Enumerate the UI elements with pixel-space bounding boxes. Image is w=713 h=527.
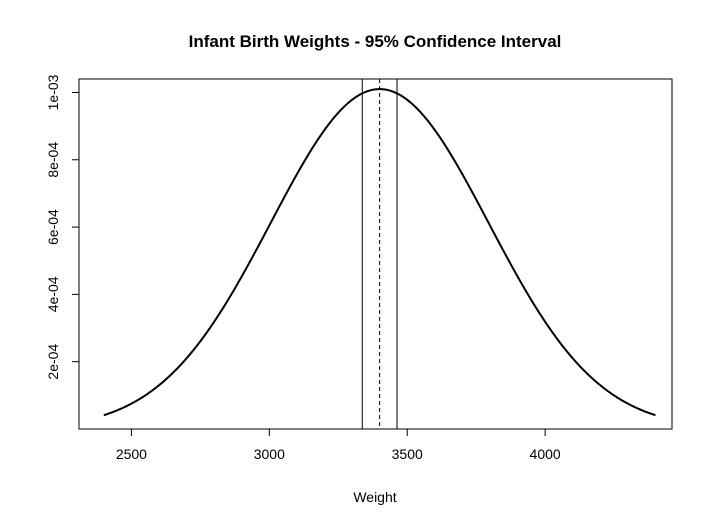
y-axis: 2e-04 4e-04 6e-04 8e-04 1e-03	[45, 74, 80, 380]
y-tick-label: 8e-04	[45, 142, 61, 178]
x-tick-label: 3000	[254, 446, 285, 462]
y-tick-label: 6e-04	[45, 209, 61, 245]
chart-title: Infant Birth Weights - 95% Confidence In…	[189, 32, 562, 51]
x-tick-label: 4000	[530, 446, 561, 462]
x-axis-label: Weight	[353, 489, 396, 505]
x-tick-label: 2500	[116, 446, 147, 462]
x-tick-label: 3500	[392, 446, 423, 462]
x-axis: 2500 3000 3500 4000	[116, 428, 561, 462]
y-tick-label: 1e-03	[45, 74, 61, 110]
confidence-lines	[361, 79, 398, 429]
y-tick-label: 4e-04	[45, 276, 61, 312]
y-tick-label: 2e-04	[45, 344, 61, 380]
